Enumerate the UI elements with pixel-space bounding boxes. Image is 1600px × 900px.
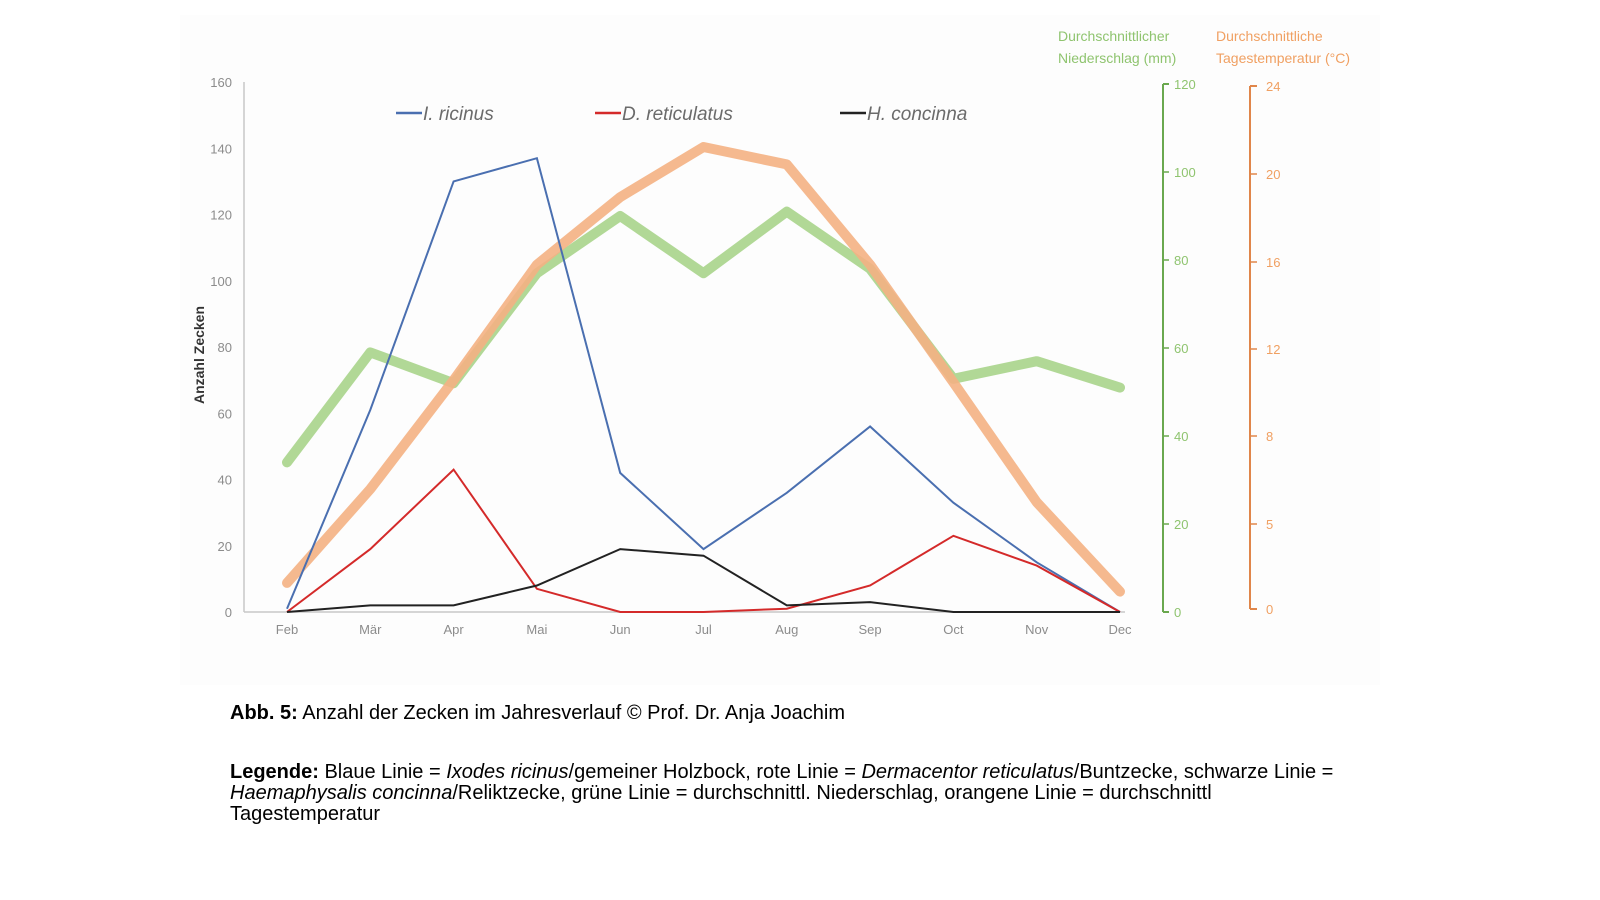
left-axis-ticks: 0 20 40 60 80 100 120 140 160 xyxy=(210,75,232,620)
x-tick-label: Jun xyxy=(610,622,631,637)
legend-desc-text-4: /Reliktzecke, grüne Linie = durchschnitt… xyxy=(230,782,1212,825)
left-tick-label: 140 xyxy=(210,141,232,156)
left-tick-label: 20 xyxy=(218,539,232,554)
legend-desc-species-1: Ixodes ricinus xyxy=(446,761,569,783)
precip-axis-title-line2: Niederschlag (mm) xyxy=(1058,50,1176,66)
legend-desc-species-2: Dermacentor reticulatus xyxy=(861,761,1074,783)
temp-tick-label: 12 xyxy=(1266,342,1280,357)
x-tick-label: Jul xyxy=(695,622,712,637)
legend-label: H. concinna xyxy=(867,104,967,125)
x-tick-label: Oct xyxy=(943,622,964,637)
x-tick-label: Apr xyxy=(443,622,464,637)
temp-tick-label: 24 xyxy=(1266,79,1280,94)
series-line-i-ricinus xyxy=(286,156,1121,613)
series-line-d-reticulatus xyxy=(286,468,1121,613)
legend-desc-text-2: /gemeiner Holzbock, rote Linie = xyxy=(568,761,862,783)
chart-background xyxy=(180,15,1380,685)
x-tick-label: Aug xyxy=(775,622,798,637)
x-tick-label: Feb xyxy=(276,622,298,637)
series-line-temp xyxy=(282,142,1125,597)
legend-desc-text-3: /Buntzecke, schwarze Linie = xyxy=(1073,761,1334,783)
legend: I. ricinus D. reticulatus H. concinna xyxy=(396,104,967,125)
left-tick-label: 80 xyxy=(218,340,232,355)
series-line-h-concinna xyxy=(286,548,1120,613)
caption-label: Abb. 5: xyxy=(230,702,298,724)
figure-caption: Abb. 5: Anzahl der Zecken im Jahresverla… xyxy=(230,703,845,724)
precip-axis-title-line1: Durchschnittlicher xyxy=(1058,28,1170,44)
x-axis-ticks: Feb Mär Apr Mai Jun Jul Aug Sep Oct Nov Dec xyxy=(276,622,1132,637)
left-tick-label: 40 xyxy=(218,473,232,488)
legend-label: I. ricinus xyxy=(423,104,494,125)
x-tick-label: Sep xyxy=(859,622,882,637)
temp-axis-title-line1: Durchschnittliche xyxy=(1216,28,1323,44)
legend-label: D. reticulatus xyxy=(622,104,733,125)
precip-tick-label: 0 xyxy=(1174,605,1181,620)
x-tick-label: Dec xyxy=(1108,622,1132,637)
temp-axis-title-line2: Tagestemperatur (°C) xyxy=(1216,50,1350,66)
left-tick-label: 60 xyxy=(218,406,232,421)
precip-tick-label: 40 xyxy=(1174,429,1188,444)
left-tick-label: 120 xyxy=(210,208,232,223)
legend-desc-text-1: Blaue Linie = xyxy=(318,761,447,783)
temp-tick-label: 5 xyxy=(1266,517,1273,532)
temp-axis-ticks: 0 5 8 12 16 20 24 xyxy=(1250,79,1280,617)
precip-tick-label: 100 xyxy=(1174,165,1196,180)
temp-tick-label: 8 xyxy=(1266,429,1273,444)
caption-text: Anzahl der Zecken im Jahresverlauf © Pro… xyxy=(297,702,845,724)
temp-tick-label: 0 xyxy=(1266,602,1273,617)
legend-desc-species-3: Haemaphysalis concinna xyxy=(230,782,453,804)
left-tick-label: 100 xyxy=(210,274,232,289)
precip-tick-label: 80 xyxy=(1174,253,1188,268)
y-axis-label: Anzahl Zecken xyxy=(191,306,207,404)
temp-tick-label: 20 xyxy=(1266,167,1280,182)
temp-tick-label: 16 xyxy=(1266,255,1280,270)
series-layer xyxy=(282,142,1125,613)
precip-axis-ticks: 0 20 40 60 80 100 120 xyxy=(1163,77,1196,620)
legend-desc-label: Legende: xyxy=(230,761,319,783)
precip-tick-label: 20 xyxy=(1174,517,1188,532)
x-tick-label: Mär xyxy=(359,622,382,637)
x-tick-label: Nov xyxy=(1025,622,1049,637)
precip-tick-label: 120 xyxy=(1174,77,1196,92)
x-tick-label: Mai xyxy=(526,622,547,637)
left-tick-label: 160 xyxy=(210,75,232,90)
precip-tick-label: 60 xyxy=(1174,341,1188,356)
series-line-precip xyxy=(282,206,1125,468)
legend-description: Legende: Blaue Linie = Ixodes ricinus/ge… xyxy=(230,762,1350,825)
left-tick-label: 0 xyxy=(225,605,232,620)
